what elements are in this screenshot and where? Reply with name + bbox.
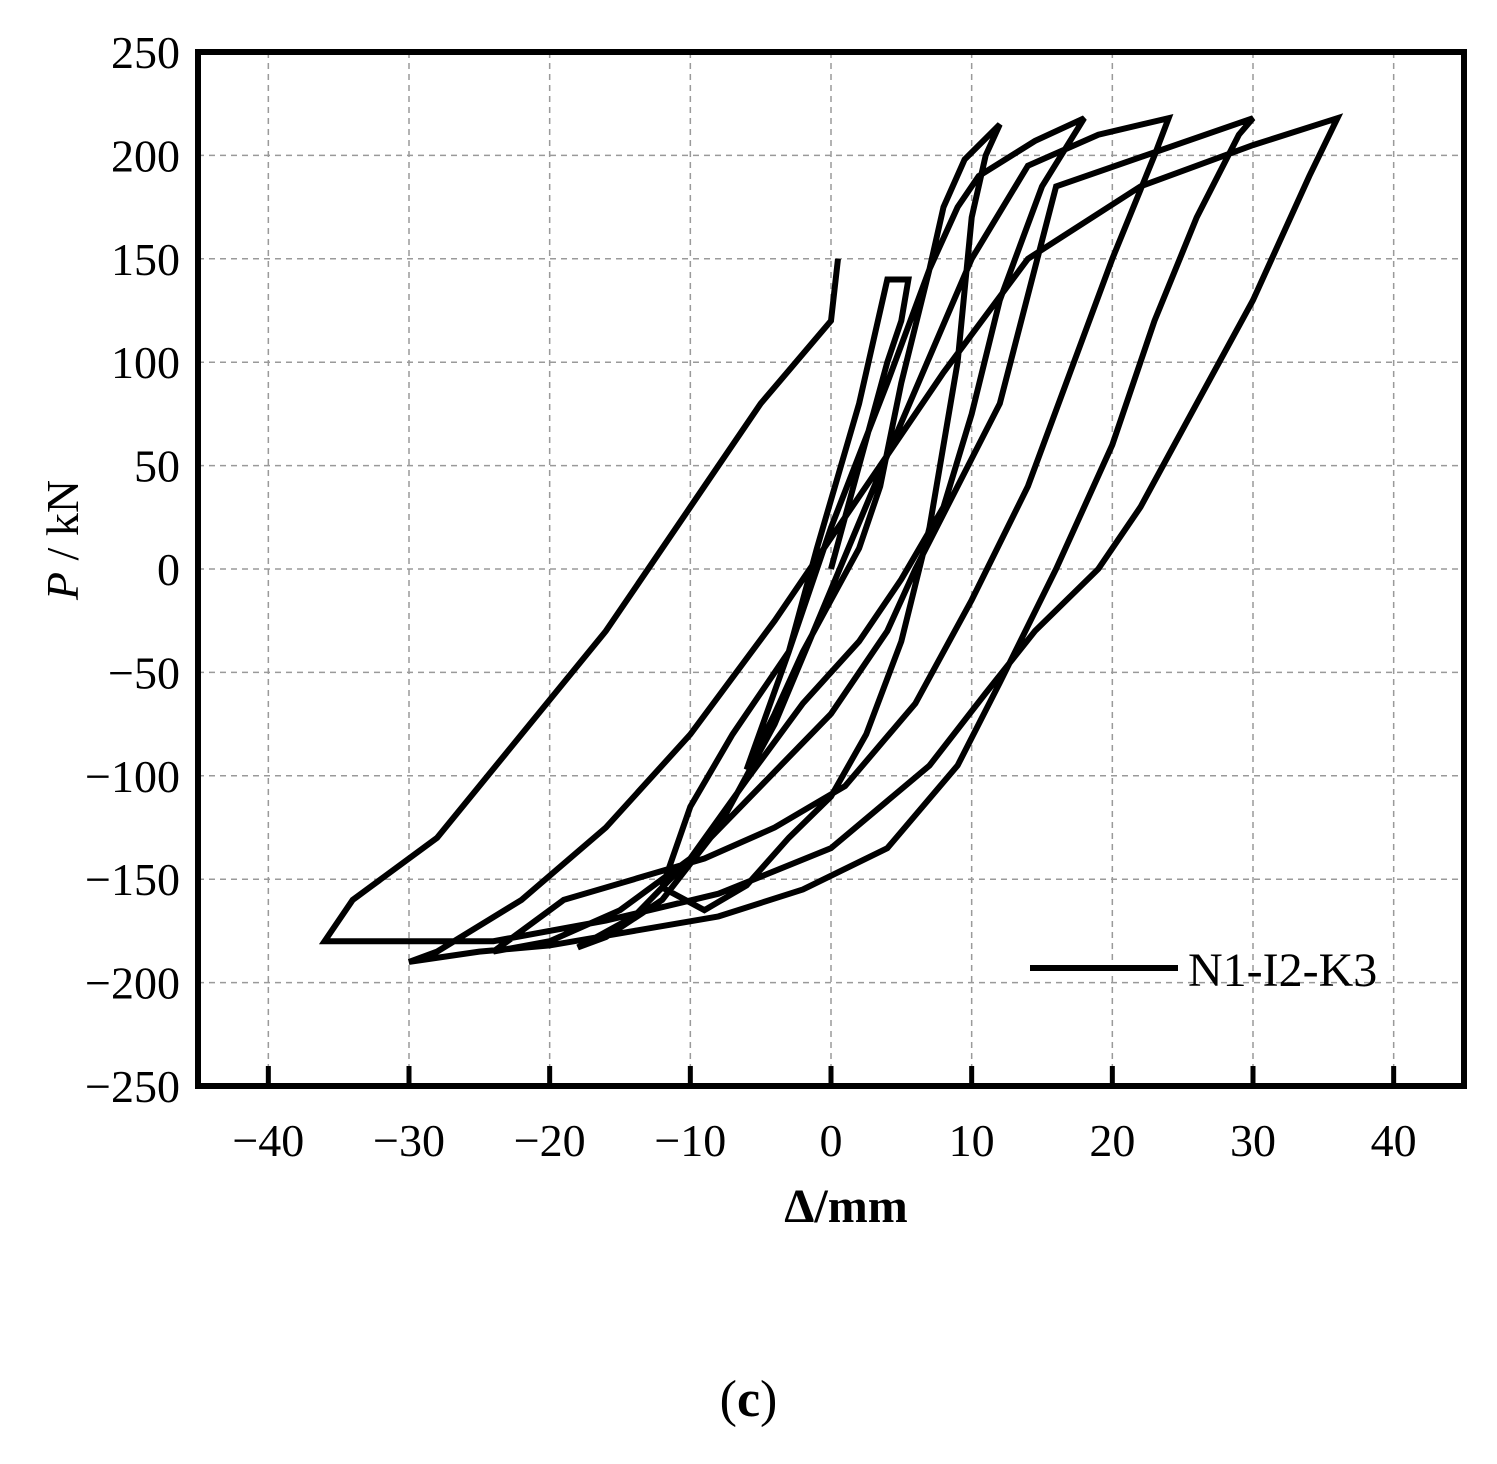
y-tick-label: 100 <box>111 337 180 388</box>
x-tick-label: 30 <box>1230 1115 1276 1166</box>
caption-open: ( <box>719 1371 737 1428</box>
x-tick-label: 10 <box>949 1115 995 1166</box>
y-axis-label-unit: / kN <box>37 480 88 572</box>
y-tick-label: 150 <box>111 234 180 285</box>
y-axis-label-symbol: P <box>37 572 88 601</box>
x-tick-label: −10 <box>654 1115 726 1166</box>
y-tick-label: −250 <box>85 1061 180 1112</box>
series-group <box>318 113 1344 965</box>
x-tick-label: 0 <box>820 1115 843 1166</box>
y-tick-label: −50 <box>108 647 180 698</box>
tick-marks <box>265 1066 1397 1086</box>
y-tick-label: 250 <box>111 27 180 78</box>
caption-close: ) <box>760 1371 778 1428</box>
y-tick-label: −100 <box>85 751 180 802</box>
y-tick-label: −200 <box>85 958 180 1009</box>
x-tick-label: −30 <box>373 1115 445 1166</box>
y-axis-label: P / kN <box>37 480 88 601</box>
y-tick-labels: 250 200 150 100 50 0 −50 −100 −150 −200 −250 <box>85 27 180 1112</box>
figure-caption: (c) <box>0 1370 1497 1429</box>
legend-label: N1-I2-K3 <box>1188 944 1377 997</box>
x-tick-label: −40 <box>232 1115 304 1166</box>
y-tick-label: 0 <box>157 544 180 595</box>
caption-letter: c <box>736 1371 761 1428</box>
y-tick-label: 50 <box>134 441 180 492</box>
x-tick-labels: −40 −30 −20 −10 0 10 20 30 40 <box>232 1115 1416 1166</box>
x-tick-label: −20 <box>514 1115 586 1166</box>
series-line <box>318 113 1344 965</box>
y-tick-label: 200 <box>111 130 180 181</box>
x-tick-label: 20 <box>1089 1115 1135 1166</box>
legend: N1-I2-K3 <box>1030 944 1377 997</box>
x-axis-label: Δ/mm <box>784 1180 907 1233</box>
x-tick-label: 40 <box>1371 1115 1417 1166</box>
y-tick-label: −150 <box>85 854 180 905</box>
